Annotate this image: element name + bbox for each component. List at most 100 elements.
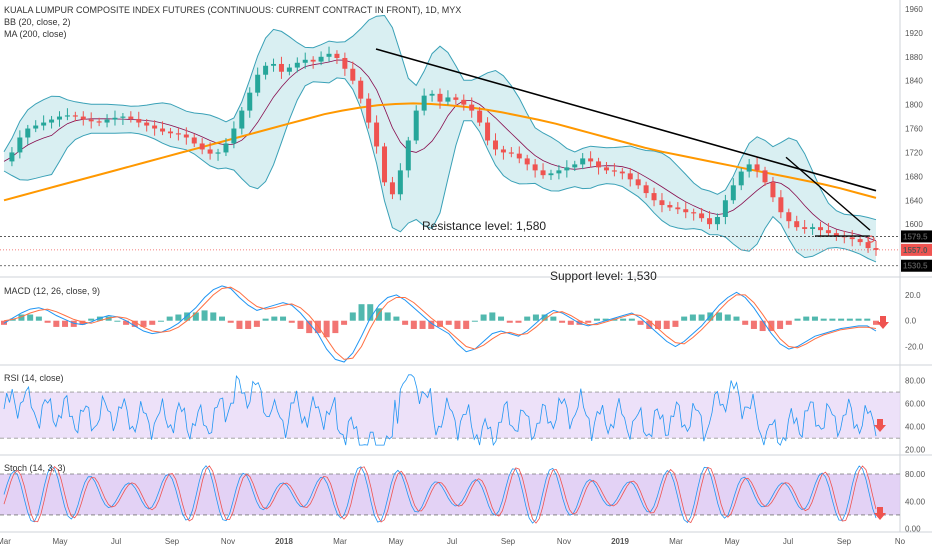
macd-histogram-bar — [550, 316, 557, 321]
candle-body — [64, 115, 70, 117]
macd-histogram-bar — [864, 318, 871, 321]
macd-histogram-bar — [663, 320, 670, 329]
candle-body — [500, 149, 506, 153]
candle-body — [810, 227, 816, 229]
candle-body — [389, 182, 395, 195]
candle-body — [437, 93, 443, 102]
price-y-tick-label: 1800 — [905, 101, 923, 110]
macd-histogram-bar — [593, 318, 600, 321]
macd-histogram-bar — [750, 320, 757, 329]
candle-body — [263, 65, 269, 75]
candle-body — [833, 233, 839, 237]
macd-histogram-bar — [541, 314, 548, 321]
bb-indicator-label: BB (20, close, 2) — [4, 17, 71, 27]
macd-line — [3, 285, 877, 363]
macd-histogram-bar — [18, 314, 25, 321]
macd-histogram-bar — [428, 320, 435, 329]
macd-histogram-bar — [341, 320, 348, 325]
price-y-tick-label: 1880 — [905, 53, 923, 62]
macd-histogram-bar — [855, 318, 862, 321]
stoch-y-tick-label: 0.00 — [905, 525, 921, 534]
candle-body — [485, 122, 491, 141]
price-y-tick-label: 1680 — [905, 172, 923, 181]
candle-body — [413, 110, 419, 141]
candle-body — [366, 98, 372, 123]
macd-histogram-bar — [166, 316, 173, 321]
candle-body — [223, 143, 229, 153]
candle-body — [707, 218, 713, 225]
stoch-band — [0, 474, 900, 515]
macd-histogram-bar — [733, 316, 740, 321]
candle-body — [603, 167, 609, 171]
rsi-title: RSI (14, close) — [4, 373, 64, 383]
macd-histogram-bar — [585, 320, 592, 323]
macd-histogram-bar — [149, 320, 156, 325]
signal-circle — [867, 235, 875, 243]
macd-histogram-bar — [602, 318, 609, 321]
price-label-text: 1530.5 — [903, 262, 928, 271]
macd-histogram-bar — [88, 318, 95, 321]
candle-body — [635, 179, 641, 186]
macd-histogram-bar — [698, 314, 705, 321]
candle-body — [120, 116, 126, 118]
macd-histogram-bar — [114, 320, 121, 322]
candle-body — [247, 92, 253, 111]
stoch-down-arrow-icon — [874, 507, 886, 520]
candle-body — [136, 118, 142, 123]
rsi-y-tick-label: 80.00 — [905, 377, 926, 386]
bb-fill — [4, 15, 876, 262]
candle-body — [374, 122, 380, 147]
macd-histogram-bar — [498, 316, 505, 321]
candle-body — [548, 173, 554, 176]
candle-body — [310, 59, 316, 62]
candle-body — [492, 140, 498, 150]
candle-body — [80, 116, 86, 120]
candle-body — [112, 117, 118, 120]
macd-histogram-bar — [437, 320, 443, 327]
price-label-box — [901, 259, 932, 272]
macd-histogram-bar — [314, 320, 321, 334]
macd-histogram-bar — [27, 314, 34, 321]
candle-body — [627, 173, 633, 180]
price-y-tick-label: 1720 — [905, 148, 923, 157]
candle-body — [160, 128, 166, 132]
candle-body — [453, 97, 459, 100]
x-tick-label: May — [388, 537, 403, 546]
candle-body — [794, 221, 800, 228]
candle-body — [714, 217, 720, 225]
macd-histogram-bar — [253, 320, 260, 327]
candle-body — [239, 110, 245, 129]
macd-histogram-bar — [271, 316, 278, 321]
macd-histogram-bar — [62, 320, 69, 327]
macd-histogram-bar — [506, 320, 513, 323]
rsi-y-tick-label: 20.00 — [905, 446, 926, 455]
candle-body — [128, 116, 134, 119]
macd-histogram-bar — [820, 318, 827, 321]
macd-down-arrow-icon — [877, 316, 889, 329]
ma-indicator-label: MA (200, close) — [4, 29, 67, 39]
candle-body — [643, 185, 649, 194]
candle-body — [429, 93, 435, 96]
macd-histogram-bar — [829, 318, 836, 321]
rsi-y-tick-label: 60.00 — [905, 400, 926, 409]
price-label-box — [901, 230, 932, 243]
macd-legend: MACD (12, 26, close, 9) — [4, 285, 100, 297]
candle-body — [849, 237, 855, 240]
candle-body — [786, 212, 792, 222]
candle-body — [556, 170, 562, 174]
price-label-text: 1579.5 — [903, 232, 928, 241]
x-tick-label: Sep — [165, 537, 180, 546]
candle-body — [88, 119, 94, 122]
candle-body — [207, 149, 213, 154]
candle-body — [302, 59, 308, 63]
macd-histogram-bar — [785, 320, 792, 325]
candle-body — [9, 152, 15, 162]
stoch-k-line — [3, 465, 877, 524]
macd-histogram-bar — [262, 318, 269, 321]
macd-histogram-bar — [384, 312, 391, 321]
candle-body — [33, 125, 39, 129]
bb-upper-line — [3, 14, 877, 221]
price-y-tick-label: 1960 — [905, 5, 923, 14]
candle-body — [651, 193, 657, 201]
